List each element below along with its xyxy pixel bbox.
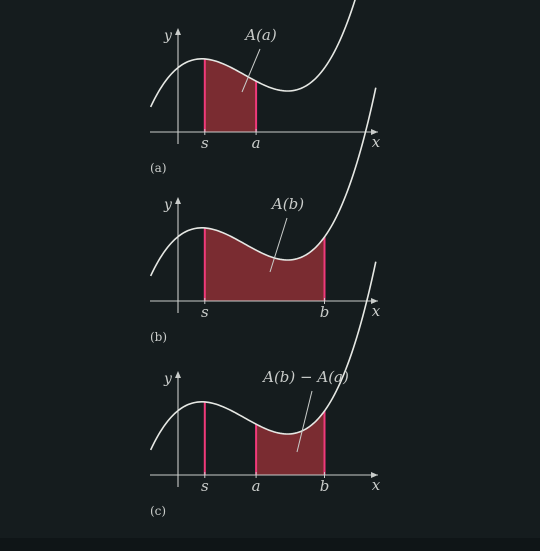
tick-label-a: a xyxy=(252,477,261,495)
area-label-leader xyxy=(241,48,261,93)
x-axis-label: x xyxy=(372,302,381,320)
y-axis-arrowhead xyxy=(175,197,181,204)
y-axis-label: y xyxy=(163,197,173,213)
area-label: A(b) − A(a) xyxy=(261,368,349,386)
panel-a: y x s a A(a) (a) xyxy=(149,0,381,175)
integral-area-figure: y x s a A(a) (a) y x s b A(b) (b) xyxy=(149,0,381,518)
panel-b: y x s b A(b) (b) xyxy=(149,87,381,344)
area-region-a xyxy=(204,58,257,133)
area-region-difference xyxy=(256,410,325,475)
panel-caption: (a) xyxy=(150,161,167,175)
tick-label-s: s xyxy=(201,134,209,152)
x-axis-label: x xyxy=(372,476,381,494)
y-axis-arrowhead xyxy=(175,371,181,378)
tick-label-a: a xyxy=(252,134,261,152)
y-axis-label: y xyxy=(163,371,173,387)
x-axis-arrowhead xyxy=(371,472,378,478)
area-label-leader xyxy=(269,217,288,273)
tick-label-b: b xyxy=(320,477,330,495)
area-label-leader xyxy=(296,390,313,453)
panel-c: y x s a b A(b) − A(a) (c) xyxy=(149,261,381,518)
x-axis-arrowhead xyxy=(371,129,378,135)
y-axis-label: y xyxy=(163,28,173,44)
panel-caption: (c) xyxy=(150,504,166,518)
tick-label-b: b xyxy=(320,303,330,321)
area-region-b xyxy=(204,227,325,301)
function-curve xyxy=(149,87,377,277)
function-curve xyxy=(149,0,356,108)
bottom-strip xyxy=(0,538,540,551)
area-label: A(a) xyxy=(243,26,277,44)
tick-label-s: s xyxy=(201,303,209,321)
area-label: A(b) xyxy=(270,195,304,213)
function-curve xyxy=(149,261,377,451)
tick-label-s: s xyxy=(201,477,209,495)
x-axis-arrowhead xyxy=(371,298,378,304)
y-axis-arrowhead xyxy=(175,28,181,35)
panel-caption: (b) xyxy=(150,330,167,344)
x-axis-label: x xyxy=(372,133,381,151)
